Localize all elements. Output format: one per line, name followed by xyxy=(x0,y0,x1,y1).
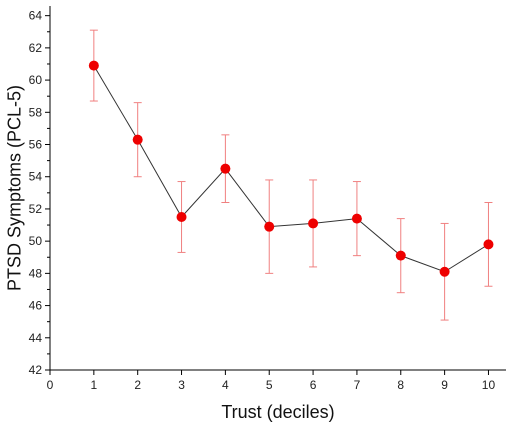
x-tick-label: 6 xyxy=(310,378,317,392)
y-tick-label: 52 xyxy=(29,202,43,216)
data-point xyxy=(351,213,362,224)
y-tick-label: 48 xyxy=(29,266,43,280)
y-tick-label: 58 xyxy=(29,105,43,119)
y-tick-label: 54 xyxy=(29,170,43,184)
series-line xyxy=(93,65,489,273)
x-tick-label: 2 xyxy=(134,378,141,392)
data-point xyxy=(395,250,406,261)
y-tick-label: 62 xyxy=(29,41,43,55)
y-tick-label: 60 xyxy=(29,73,43,87)
y-tick-label: 46 xyxy=(29,299,43,313)
data-point xyxy=(483,239,494,250)
y-axis-title: PTSD Symptoms (PCL-5) xyxy=(4,85,24,291)
data-point xyxy=(220,163,231,174)
y-tick-label: 44 xyxy=(29,331,43,345)
x-tick-label: 1 xyxy=(91,378,98,392)
data-point xyxy=(439,266,450,277)
y-tick-label: 42 xyxy=(29,363,43,377)
axes xyxy=(49,6,506,371)
data-point xyxy=(264,221,275,232)
data-point xyxy=(176,211,187,222)
x-tick-label: 9 xyxy=(441,378,448,392)
x-tick-label: 0 xyxy=(47,378,54,392)
series-layer xyxy=(88,29,494,321)
y-tick-label: 56 xyxy=(29,138,43,152)
data-point xyxy=(88,60,99,71)
x-tick-label: 7 xyxy=(354,378,361,392)
y-tick-label: 64 xyxy=(29,9,43,23)
x-tick-label: 10 xyxy=(482,378,496,392)
x-tick-label: 8 xyxy=(397,378,404,392)
y-tick-label: 50 xyxy=(29,234,43,248)
x-axis-title: Trust (deciles) xyxy=(221,402,334,422)
x-tick-label: 5 xyxy=(266,378,273,392)
data-point xyxy=(132,134,143,145)
x-tick-label: 3 xyxy=(178,378,185,392)
x-tick-label: 4 xyxy=(222,378,229,392)
data-point xyxy=(308,218,319,229)
